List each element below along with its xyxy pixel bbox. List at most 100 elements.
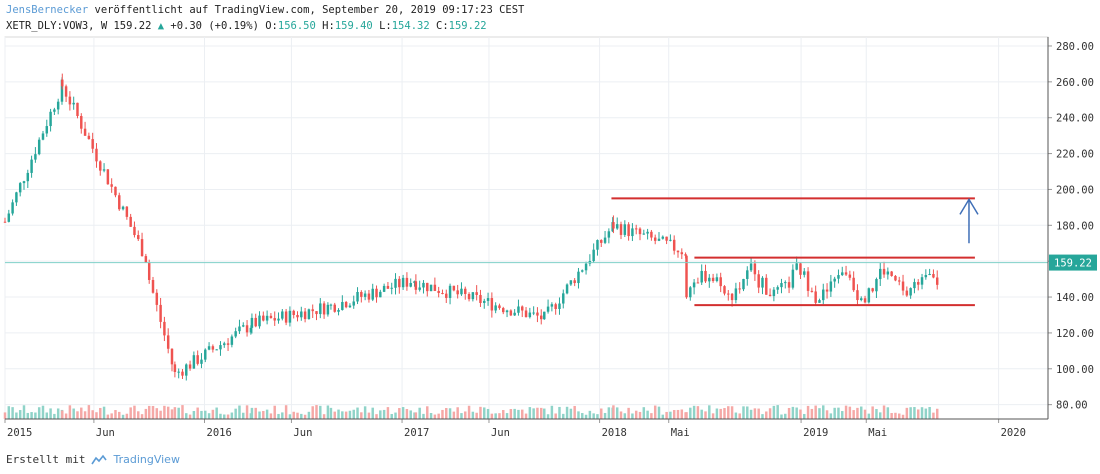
author-name[interactable]: JensBernecker: [6, 4, 89, 16]
candle-body: [379, 291, 382, 298]
candle-body: [249, 327, 253, 333]
candle-body: [569, 280, 573, 285]
volume-bar: [784, 413, 787, 419]
candle-body: [102, 169, 106, 171]
candle-body: [37, 139, 41, 155]
candle-body: [80, 115, 83, 129]
candle-body: [471, 292, 475, 300]
candle-body: [155, 292, 159, 305]
candle-body: [188, 364, 192, 369]
volume-bar: [886, 407, 890, 419]
candle-body: [22, 181, 26, 184]
volume-bar: [95, 412, 98, 419]
volume-bar: [753, 408, 757, 419]
volume-bar: [757, 408, 760, 419]
x-tick-label: 2019: [803, 427, 828, 439]
candle-body: [322, 303, 326, 315]
candle-body: [375, 288, 378, 298]
footer: Erstellt mit TradingView: [6, 453, 180, 466]
candle-body: [528, 312, 532, 318]
candle-body: [49, 111, 52, 127]
volume-bar: [405, 409, 409, 419]
candle-body: [41, 133, 45, 140]
candle-body: [250, 317, 254, 328]
candle-body: [409, 282, 412, 287]
volume-bar: [238, 405, 241, 419]
candle-body: [118, 195, 121, 210]
volume-bar: [352, 409, 355, 419]
tradingview-brand[interactable]: TradingView: [113, 453, 180, 466]
candle-body: [577, 271, 580, 284]
volume-bar: [147, 405, 151, 419]
volume-bar: [607, 407, 611, 419]
y-tick-label: 80.00: [1056, 400, 1088, 412]
candle-body: [226, 343, 230, 345]
volume-bar: [657, 406, 661, 419]
low-label: L:: [379, 20, 392, 32]
candle-body: [909, 288, 912, 296]
volume-bar: [456, 407, 459, 419]
volume-bar: [803, 413, 806, 419]
candle-body: [106, 169, 110, 185]
candle-body: [730, 293, 734, 301]
candle-body: [708, 277, 711, 282]
candle-body: [829, 281, 833, 292]
volume-bar: [848, 406, 852, 419]
candle-body: [822, 289, 825, 301]
candle-body: [650, 231, 653, 238]
volume-bar: [151, 405, 155, 419]
volume-bar: [494, 413, 497, 419]
candle-body: [932, 274, 935, 278]
candle-body: [394, 278, 397, 288]
volume-bar: [379, 410, 382, 419]
volume-bar: [34, 412, 37, 419]
candle-body: [738, 288, 741, 290]
candle-body: [371, 288, 374, 300]
candle-body: [787, 282, 791, 288]
candle-body: [64, 86, 68, 97]
volume-bar: [30, 412, 33, 419]
candle-body: [761, 277, 764, 288]
volume-bar: [565, 406, 569, 419]
candle-body: [700, 270, 703, 283]
volume-bar: [300, 413, 303, 419]
candle-body: [34, 154, 37, 160]
volume-bar: [806, 405, 810, 419]
volume-bar: [215, 407, 218, 419]
open-label: O:: [265, 20, 278, 32]
volume-bar: [204, 410, 207, 419]
candle-body: [433, 284, 437, 291]
candle-body: [554, 304, 557, 309]
y-tick-label: 100.00: [1056, 364, 1094, 376]
candle-body: [91, 139, 94, 149]
volume-bar: [486, 408, 490, 419]
candle-body: [607, 231, 611, 238]
volume-bar: [490, 413, 494, 419]
candle-body: [692, 282, 696, 288]
volume-bar: [230, 412, 234, 419]
candle-body: [163, 321, 166, 336]
candle-body: [727, 293, 730, 295]
candle-body: [521, 306, 524, 311]
candle-body: [405, 277, 409, 287]
plot-frame: [4, 36, 1049, 420]
candle-body: [657, 238, 661, 241]
candle-body: [144, 256, 148, 263]
candle-body: [680, 252, 684, 255]
candle-body: [540, 315, 543, 320]
volume-bar: [242, 412, 245, 419]
candle-body: [615, 224, 619, 229]
volume-bar: [715, 408, 719, 419]
volume-bar: [483, 407, 486, 419]
candle-body: [352, 301, 355, 306]
candle-body: [524, 310, 528, 318]
volume-bar: [505, 413, 509, 419]
volume-bar: [844, 405, 848, 419]
volume-bar: [916, 409, 920, 419]
candle-body: [319, 303, 322, 315]
volume-bar: [852, 410, 855, 419]
volume-bar: [269, 413, 273, 419]
candle-body: [711, 277, 715, 282]
candle-body: [329, 304, 333, 306]
